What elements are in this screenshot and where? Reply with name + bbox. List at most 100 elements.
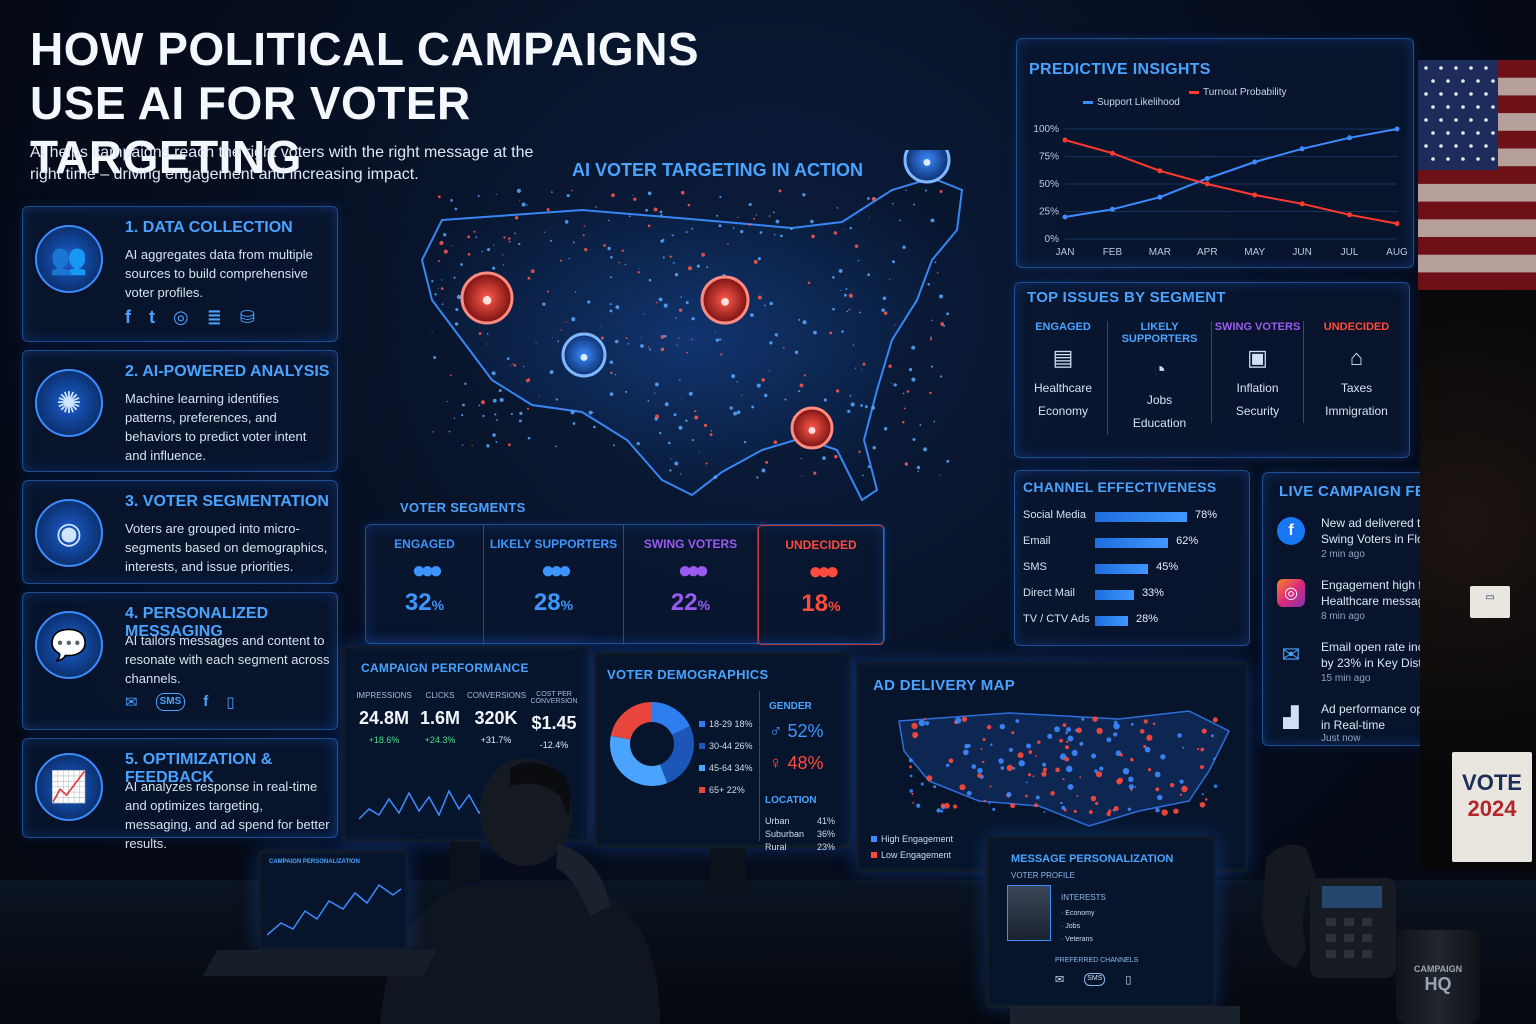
phone-icon: ▯ — [1125, 974, 1132, 986]
step-ai-analysis[interactable]: ✺ 2. AI-POWERED ANALYSIS Machine learnin… — [22, 350, 338, 472]
desk-phone[interactable] — [1256, 838, 1396, 978]
data-point — [1062, 137, 1068, 143]
segment-undecided[interactable]: UNDECIDED ●●● 18% — [758, 525, 884, 645]
issue-item: Healthcare — [1033, 381, 1093, 395]
issue-col-swing-voters[interactable]: SWING VOTERS ▣ Inflation Security — [1211, 321, 1303, 423]
location-title: LOCATION — [765, 795, 817, 806]
channel-name: SMS — [1023, 561, 1047, 573]
channel-value: 33% — [1141, 587, 1164, 599]
data-point — [1347, 212, 1353, 218]
location-pin-red[interactable] — [700, 275, 750, 325]
page-title: HOW POLITICAL CAMPAIGNS USE AI FOR VOTER… — [30, 22, 750, 184]
step-description: AI analyzes response in real-time and op… — [125, 779, 330, 851]
location-pin-red[interactable] — [790, 406, 834, 450]
issue-segment-label: UNDECIDED — [1323, 321, 1390, 333]
channel-row[interactable]: Direct Mail 33% — [1023, 585, 1249, 605]
channel-row[interactable]: Email 62% — [1023, 533, 1249, 553]
facebook-icon: f — [125, 307, 131, 327]
step-description: AI tailors messages and content to reson… — [125, 633, 330, 686]
channel-bar — [1095, 538, 1169, 548]
vote-sign: VOTE 2024 — [1452, 752, 1532, 862]
x-tick-label: FEB — [1103, 247, 1123, 258]
preferred-channel-icons: ✉ SMS ▯ — [1055, 973, 1131, 986]
location-pin-blue[interactable] — [561, 332, 607, 378]
right-laptop-screen: MESSAGE PERSONALIZATION VOTER PROFILE IN… — [986, 836, 1216, 1008]
left-laptop-screen: CAMPAIGN PERSONALIZATION — [258, 850, 408, 950]
issue-col-undecided[interactable]: UNDECIDED ⌂ Taxes Immigration — [1303, 321, 1409, 423]
briefcase-icon: ◔ — [1152, 357, 1167, 382]
predictive-title: PREDICTIVE INSIGHTS — [1029, 61, 1211, 78]
ad-map-graphic[interactable] — [889, 701, 1239, 831]
segment-label: SWING VOTERS — [643, 537, 738, 551]
age-legend-item: 45-64 34% — [699, 757, 753, 779]
demographics-title: VOTER DEMOGRAPHICS — [607, 667, 769, 682]
feed-item[interactable]: ◎ Engagement high for Healthcare messagi… — [1277, 577, 1463, 623]
step-description: AI aggregates data from multiple sources… — [125, 247, 313, 300]
laptop-chart — [267, 883, 402, 936]
feed-time: Just now — [1321, 733, 1361, 744]
step-personalized-messaging[interactable]: 💬 4. PERSONALIZED MESSAGING AI tailors m… — [22, 592, 338, 730]
step-title: 4. PERSONALIZED MESSAGING — [125, 605, 269, 640]
feed-text: New ad delivered to Swing Voters in Flor… — [1321, 516, 1444, 546]
page-subtitle: AI helps campaigns reach the right voter… — [30, 144, 534, 183]
segment-likely-supporters[interactable]: LIKELY SUPPORTERS ●●● 28% — [484, 525, 624, 645]
issue-item: Taxes — [1340, 381, 1373, 395]
message-personalization-title: MESSAGE PERSONALIZATION — [1011, 853, 1174, 865]
data-point — [1204, 176, 1210, 181]
voter-demographics-monitor: VOTER DEMOGRAPHICS 18-29 18% 30-44 26% 4… — [594, 652, 852, 852]
x-tick-label: JUL — [1341, 247, 1359, 258]
laptop-left-title: CAMPAIGN PERSONALIZATION — [269, 859, 360, 865]
issue-col-engaged[interactable]: ENGAGED ▤ Healthcare Economy — [1015, 321, 1111, 423]
document-icon: ≣ — [206, 307, 222, 327]
kpi-impressions[interactable]: IMPRESSIONS 24.8M +18.6% — [356, 691, 412, 745]
data-point — [1394, 221, 1400, 227]
male-percent: ♂ 52% — [769, 721, 824, 741]
segment-swing-voters[interactable]: SWING VOTERS ●●● 22% — [624, 525, 758, 645]
feed-item[interactable]: f New ad delivered to Swing Voters in Fl… — [1277, 515, 1463, 561]
chat-icon: 💬 — [35, 611, 103, 679]
data-point — [1252, 192, 1258, 198]
age-legend-item: 18-29 18% — [699, 713, 753, 735]
gender-title: GENDER — [769, 701, 812, 712]
step-description: Machine learning identifies patterns, pr… — [125, 391, 307, 463]
kpi-cost-per-conversion[interactable]: COST PER CONVERSION $1.45 -12.4% — [530, 691, 578, 750]
ad-map-legend: High Engagement Low Engagement — [871, 831, 953, 863]
segment-engaged[interactable]: ENGAGED ●●● 32% — [366, 525, 484, 645]
legend-high: High Engagement — [871, 831, 953, 847]
sms-icon: SMS — [1084, 973, 1106, 986]
phone-icon: ▯ — [226, 694, 235, 711]
issue-col-likely-supporters[interactable]: LIKELY SUPPORTERS ◔ Jobs Education — [1107, 321, 1211, 435]
channel-name: Social Media — [1023, 509, 1086, 521]
channel-row[interactable]: Social Media 78% — [1023, 507, 1249, 527]
step-data-collection[interactable]: 👥 1. DATA COLLECTION AI aggregates data … — [22, 206, 338, 342]
location-list: Urban 41% Suburban 36% Rural 23% — [765, 815, 835, 854]
channel-row[interactable]: TV / CTV Ads 28% — [1023, 611, 1249, 631]
person-icon: ● — [922, 154, 932, 171]
channel-row[interactable]: SMS 45% — [1023, 559, 1249, 579]
title-line-2: USE AI FOR VOTER TARGETING — [30, 77, 471, 183]
step-optimization-feedback[interactable]: 📈 5. OPTIMIZATION & FEEDBACK AI analyzes… — [22, 738, 338, 851]
voter-segments-title: VOTER SEGMENTS — [400, 500, 526, 515]
channel-name: TV / CTV Ads — [1023, 613, 1090, 625]
kpi-clicks[interactable]: CLICKS 1.6M +24.3% — [419, 691, 461, 745]
location-pin-blue[interactable] — [903, 150, 951, 184]
kpi-conversions[interactable]: CONVERSIONS 320K +31.7% — [467, 691, 527, 745]
location-pin-red[interactable] — [460, 271, 514, 325]
person-icon: ● — [579, 349, 589, 366]
analyst-silhouette — [380, 758, 660, 1024]
issue-segment-label: LIKELY SUPPORTERS — [1121, 321, 1198, 345]
channel-name: Direct Mail — [1023, 587, 1075, 599]
step-description: Voters are grouped into micro-segments b… — [125, 521, 328, 574]
monitor-stand — [450, 842, 480, 882]
segment-label: UNDECIDED — [785, 538, 857, 552]
channel-bar — [1095, 564, 1149, 574]
step-voter-segmentation[interactable]: ◉ 3. VOTER SEGMENTATION Voters are group… — [22, 480, 338, 584]
mail-icon: ✉ — [1055, 974, 1065, 986]
feed-text: Engagement high for Healthcare messaging — [1321, 578, 1441, 608]
us-voter-map[interactable]: ● ● ● ● ● — [372, 150, 1002, 530]
age-legend-item: 65+ 22% — [699, 779, 753, 801]
data-point — [1157, 194, 1163, 200]
ad-delivery-map-monitor: AD DELIVERY MAP High Engagement Low Enga… — [856, 662, 1248, 872]
male-icon: ♂ — [769, 721, 783, 741]
y-tick-label: 25% — [1039, 207, 1059, 218]
